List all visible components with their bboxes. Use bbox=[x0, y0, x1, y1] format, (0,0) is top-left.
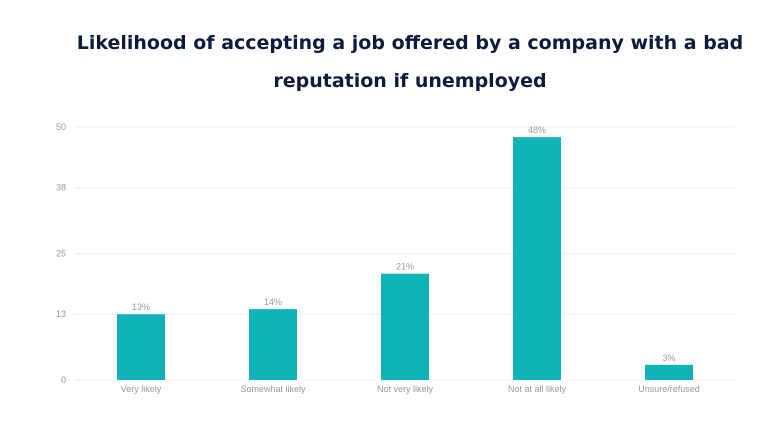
y-tick-label: 25 bbox=[56, 249, 66, 259]
x-axis: Very likely Somewhat likely Not very likel… bbox=[121, 384, 700, 394]
data-label: 3% bbox=[662, 353, 675, 363]
bar bbox=[513, 137, 561, 380]
y-tick-label: 38 bbox=[56, 183, 66, 193]
bar bbox=[381, 273, 429, 380]
x-tick-label: Very likely bbox=[121, 384, 162, 394]
chart-title-line-1: Likelihood of accepting a job offered by… bbox=[76, 32, 744, 54]
data-label: 21% bbox=[396, 262, 414, 272]
y-tick-label: 50 bbox=[56, 122, 66, 132]
x-tick-label: Not at all likely bbox=[508, 384, 567, 394]
bar bbox=[117, 314, 165, 380]
data-label: 14% bbox=[264, 297, 282, 307]
chart-title-line-2: reputation if unemployed bbox=[273, 70, 547, 92]
x-tick-label: Not very likely bbox=[377, 384, 434, 394]
y-tick-label: 0 bbox=[61, 375, 66, 385]
data-label: 48% bbox=[528, 125, 546, 135]
x-tick-label: Unsure/refused bbox=[638, 384, 700, 394]
x-tick-label: Somewhat likely bbox=[240, 384, 306, 394]
y-tick-label: 13 bbox=[56, 309, 66, 319]
bar bbox=[645, 364, 693, 380]
y-axis: 0 13 25 38 50 bbox=[56, 122, 66, 385]
data-label: 13% bbox=[132, 302, 150, 312]
bar bbox=[249, 309, 297, 380]
bars: 13% 14% 21% 48% 3% bbox=[117, 125, 693, 380]
